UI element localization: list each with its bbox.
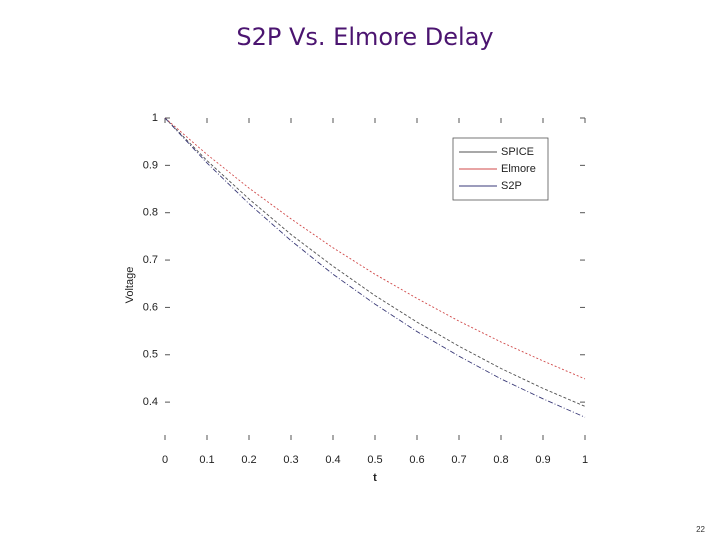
x-tick-label: 0.2 <box>241 454 256 466</box>
x-tick-label: 0.1 <box>199 454 214 466</box>
chart-title: S2P Vs. Elmore Delay <box>236 23 493 51</box>
y-tick-label: 0.5 <box>143 349 158 361</box>
x-tick-label: 1 <box>582 454 588 466</box>
y-tick-label: 0.4 <box>143 396 158 408</box>
x-tick-label: 0.5 <box>367 454 382 466</box>
x-tick-label: 0.6 <box>409 454 424 466</box>
page-number: 22 <box>696 525 705 534</box>
y-axis-label: Voltage <box>124 267 136 304</box>
x-tick-label: 0.8 <box>493 454 508 466</box>
x-tick-label: 0.7 <box>451 454 466 466</box>
legend-label: S2P <box>501 180 522 192</box>
y-tick-label: 0.6 <box>143 301 158 313</box>
y-tick-label: 0.9 <box>143 159 158 171</box>
x-tick-label: 0 <box>162 454 168 466</box>
y-tick-label: 0.8 <box>143 207 158 219</box>
y-tick-label: 0.7 <box>143 254 158 266</box>
x-tick-label: 0.4 <box>325 454 340 466</box>
series-line <box>164 117 586 418</box>
legend-label: SPICE <box>501 146 534 158</box>
series-line <box>164 117 586 407</box>
legend-label: Elmore <box>501 163 536 175</box>
series-line <box>164 117 586 380</box>
x-tick-label: 0.3 <box>283 454 298 466</box>
x-axis-label: t <box>373 472 377 484</box>
x-tick-label: 0.9 <box>535 454 550 466</box>
y-tick-label: 1 <box>152 112 158 124</box>
